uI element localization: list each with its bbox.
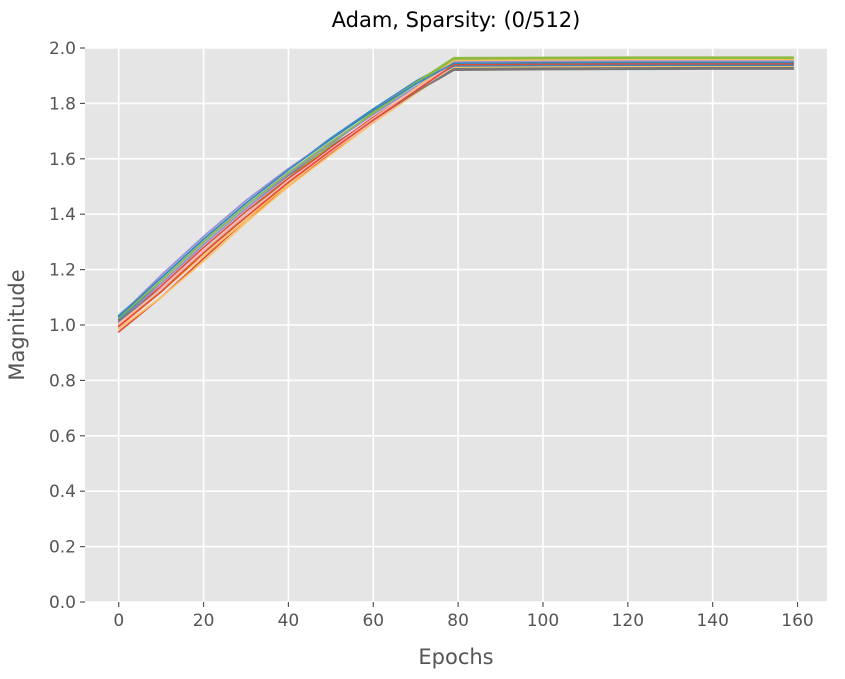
- y-tick-label: 0.8: [49, 371, 76, 391]
- grid-lines: [85, 47, 827, 603]
- y-tick-label: 0.4: [49, 482, 76, 502]
- x-tick-label: 20: [193, 611, 215, 631]
- x-tick-label: 40: [278, 611, 300, 631]
- y-tick-label: 1.0: [49, 316, 76, 336]
- x-tick-label: 0: [113, 611, 124, 631]
- series-line-16: [117, 61, 795, 318]
- series-lines: [117, 56, 795, 333]
- y-tick-label: 0.0: [49, 593, 76, 613]
- y-tick-label: 0.6: [49, 427, 76, 447]
- series-line-5: [117, 65, 795, 330]
- y-tick-label: 1.8: [49, 94, 76, 114]
- y-tick-label: 1.6: [49, 150, 76, 170]
- y-tick-label: 2.0: [49, 39, 76, 59]
- x-tick-label: 160: [781, 611, 813, 631]
- axis-ticks: 0 20 40 60 80 100 120 140 160 0.0 0.2 0.4 0.6 0.8 1.0 1…: [49, 39, 814, 631]
- x-tick-label: 60: [362, 611, 384, 631]
- y-axis-label: Magnitude: [5, 269, 29, 380]
- x-axis-label: Epochs: [418, 645, 493, 669]
- series-line-13: [117, 57, 795, 319]
- chart-title: Adam, Sparsity: (0/512): [332, 8, 581, 32]
- series-line-10: [117, 60, 795, 324]
- series-line-15: [117, 62, 795, 328]
- y-tick-label: 1.4: [49, 205, 76, 225]
- y-tick-label: 1.2: [49, 261, 76, 281]
- y-tick-label: 0.2: [49, 538, 76, 558]
- x-tick-label: 80: [447, 611, 469, 631]
- x-tick-label: 120: [612, 611, 644, 631]
- x-tick-label: 100: [527, 611, 559, 631]
- x-tick-label: 140: [696, 611, 728, 631]
